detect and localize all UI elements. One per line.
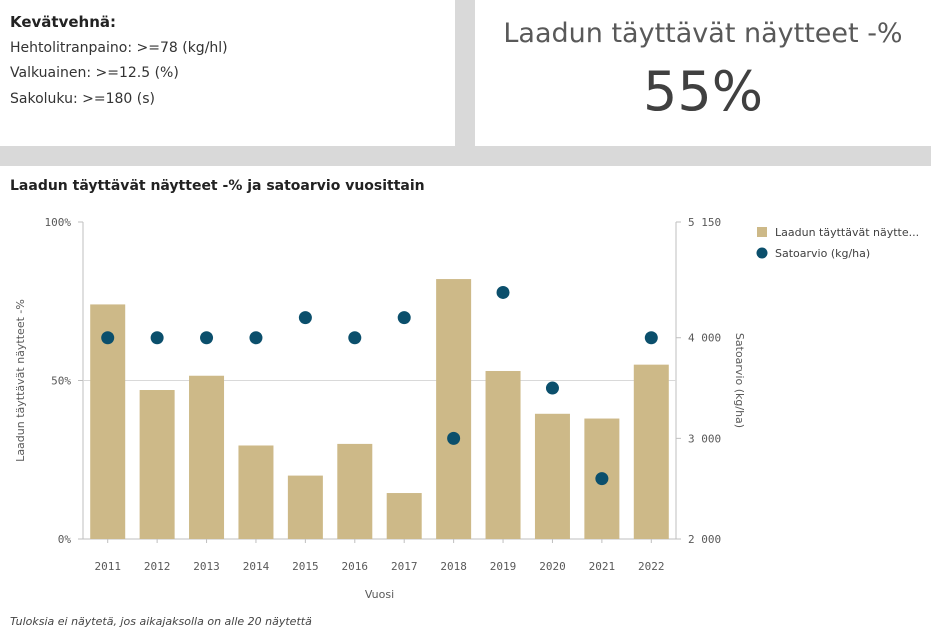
x-tick-label: 2013	[193, 560, 220, 573]
dot-2022[interactable]	[644, 331, 658, 345]
dot-2019[interactable]	[496, 285, 510, 299]
x-tick-label: 2014	[243, 560, 270, 573]
right-tick-label: 2 000	[688, 533, 721, 546]
x-tick-label: 2016	[342, 560, 369, 573]
criteria-title: Kevätvehnä:	[10, 13, 117, 31]
dot-2020[interactable]	[545, 381, 559, 395]
y-axis-left-title: Laadun täyttävät näytteet -%	[14, 299, 27, 462]
legend-dot-label[interactable]: Satoarvio (kg/ha)	[775, 247, 870, 260]
x-tick-label: 2022	[638, 560, 665, 573]
right-tick-label: 5 150	[688, 216, 721, 229]
dot-2021[interactable]	[595, 472, 609, 486]
x-tick-label: 2017	[391, 560, 418, 573]
dot-2011[interactable]	[101, 331, 115, 345]
combo-chart[interactable]: 0% 50% 100% 2 000 3 000 4 000 5 150 2011 2012 201…	[0, 166, 931, 642]
dot-2015[interactable]	[298, 311, 312, 325]
dot-2013[interactable]	[200, 331, 214, 345]
criteria-panel: Kevätvehnä: Hehtolitranpaino: >=78 (kg/h…	[0, 0, 455, 146]
dot-2014[interactable]	[249, 331, 263, 345]
bar-2015[interactable]	[287, 475, 323, 539]
bar-2014[interactable]	[238, 445, 274, 539]
left-tick-label: 0%	[58, 533, 72, 546]
left-tick-label: 100%	[45, 216, 72, 229]
bar-2013[interactable]	[189, 375, 225, 539]
bar-2017[interactable]	[386, 493, 422, 539]
criteria-falling-number: Sakoluku: >=180 (s)	[10, 91, 155, 107]
criteria-protein: Valkuainen: >=12.5 (%)	[10, 65, 179, 81]
x-tick-label: 2021	[589, 560, 616, 573]
x-tick-label: 2020	[539, 560, 566, 573]
legend-dot-swatch	[756, 247, 768, 259]
chart-panel[interactable]: Laadun täyttävät näytteet -% ja satoarvi…	[0, 166, 931, 642]
kpi-value: 55%	[642, 60, 764, 123]
legend-bar-label[interactable]: Laadun täyttävät näytte...	[775, 226, 919, 239]
x-tick-label: 2012	[144, 560, 171, 573]
legend-bar-swatch	[757, 227, 767, 237]
bar-2012[interactable]	[139, 390, 175, 539]
footnote: Tuloksia ei näytetä, jos aikajaksolla on…	[10, 615, 312, 628]
x-tick-label: 2011	[94, 560, 121, 573]
bar-2018[interactable]	[436, 279, 472, 539]
left-tick-label: 50%	[51, 375, 71, 388]
right-tick-label: 3 000	[688, 432, 721, 445]
bar-2019[interactable]	[485, 370, 521, 539]
dot-2017[interactable]	[397, 311, 411, 325]
chart-title: Laadun täyttävät näytteet -% ja satoarvi…	[10, 178, 425, 194]
bar-2020[interactable]	[534, 413, 570, 539]
dot-2018[interactable]	[447, 431, 461, 445]
kpi-panel[interactable]: Laadun täyttävät näytteet -% 55%	[475, 0, 931, 146]
y-axis-right-title: Satoarvio (kg/ha)	[733, 333, 746, 428]
x-axis-title: Vuosi	[365, 588, 394, 601]
dot-2012[interactable]	[150, 331, 164, 345]
bar-2016[interactable]	[337, 443, 373, 539]
bar-2022[interactable]	[633, 364, 669, 539]
right-tick-label: 4 000	[688, 332, 721, 345]
x-tick-label: 2019	[490, 560, 517, 573]
criteria-hectoliter-weight: Hehtolitranpaino: >=78 (kg/hl)	[10, 40, 228, 56]
x-tick-label: 2018	[440, 560, 467, 573]
dot-2016[interactable]	[348, 331, 362, 345]
kpi-label: Laadun täyttävät näytteet -%	[503, 18, 903, 49]
x-tick-label: 2015	[292, 560, 319, 573]
